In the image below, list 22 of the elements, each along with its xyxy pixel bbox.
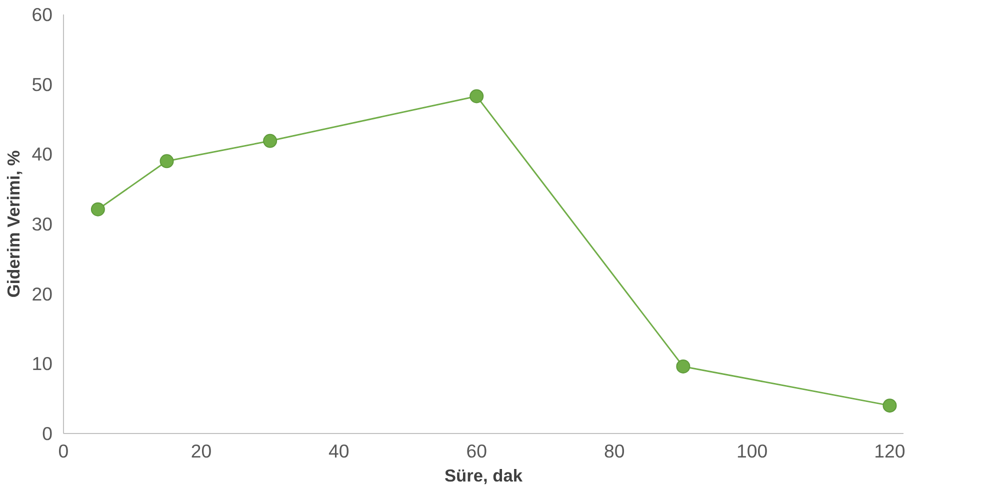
point (676, 359, 690, 374)
point (90, 202, 105, 216)
x-tick-label: 20 (190, 440, 212, 462)
y-axis-title: Giderim Verimi, % (4, 150, 24, 298)
x-axis-title: Süre, dak (444, 466, 523, 486)
x-tick-label: 80 (604, 440, 625, 462)
y-tick-label: 60 (32, 4, 53, 25)
y-tick-label: 30 (32, 214, 53, 234)
y-tick-label: 50 (32, 74, 53, 95)
x-tick-label: 0 (58, 440, 69, 462)
point (470, 89, 484, 104)
point (882, 398, 897, 413)
y-tick-label: 0 (42, 423, 53, 444)
x-tick-label: 60 (466, 440, 488, 462)
y-tick-label: 10 (32, 353, 53, 374)
y-tick-label: 40 (32, 144, 53, 165)
y-tick-label: 20 (32, 283, 53, 304)
x-tick-label: 120 (874, 440, 906, 462)
x-tick-label: 100 (736, 440, 768, 462)
x-tick-label: 40 (328, 440, 350, 462)
point (263, 134, 278, 148)
point (160, 154, 174, 168)
